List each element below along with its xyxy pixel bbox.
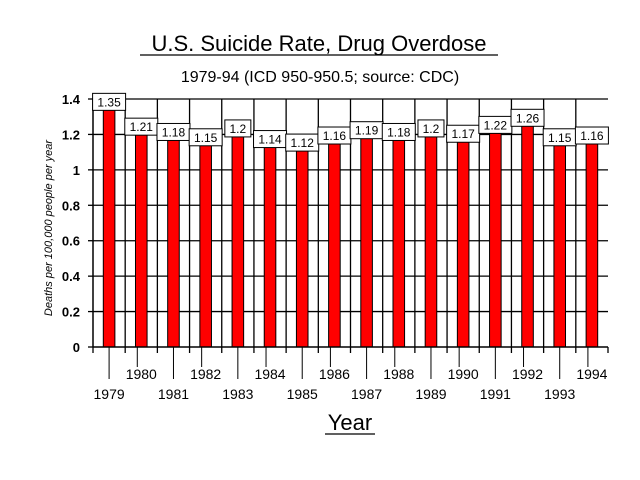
bar-1985: [295, 148, 309, 348]
data-label-1991: 1.22: [484, 118, 508, 132]
bar-1979: [102, 107, 116, 348]
y-tick-label: 0: [73, 340, 80, 355]
bar-1981: [167, 137, 180, 348]
chart-subtitle: 1979-94 (ICD 950-950.5; source: CDC): [181, 69, 459, 86]
x-tick-label-1983: 1983: [222, 386, 253, 402]
x-tick-label-1993: 1993: [544, 386, 575, 402]
data-label-1993: 1.15: [548, 131, 572, 145]
data-label-1987: 1.19: [355, 124, 379, 138]
x-tick-label-1984: 1984: [254, 366, 285, 382]
x-tick-label-1991: 1991: [480, 386, 511, 402]
x-tick-label-1980: 1980: [126, 366, 157, 382]
data-label-layer: 1.35 1.21 1.18 1.15 1.2 1.14 1.12 1.16 1.19 1.18 1…: [92, 92, 609, 152]
data-label-1981: 1.18: [162, 125, 186, 139]
data-label-box: [510, 108, 545, 127]
y-tick-label: 1: [73, 163, 80, 178]
chart-title: U.S. Suicide Rate, Drug Overdose: [151, 31, 486, 56]
x-tick-label-1982: 1982: [190, 366, 221, 382]
data-label-box: [417, 119, 445, 138]
y-tick-label: 0.8: [62, 198, 80, 213]
data-label-1989: 1.2: [423, 122, 440, 136]
y-tick-label: 1.4: [62, 92, 81, 107]
bar-1984: [263, 144, 277, 348]
x-tick-label-1992: 1992: [512, 366, 543, 382]
bar-1989: [424, 133, 438, 348]
y-axis-label: Deaths per 100,000 people per year: [43, 139, 55, 316]
bar-1983: [231, 133, 245, 348]
x-tick-label-1990: 1990: [448, 366, 479, 382]
data-label-box: [574, 126, 609, 145]
bar-1986: [328, 141, 341, 348]
data-label-1985: 1.12: [291, 136, 315, 150]
data-label-1982: 1.15: [194, 131, 218, 145]
bar-1991: [489, 130, 502, 348]
data-label-box: [188, 128, 223, 147]
bar-1980: [134, 132, 148, 348]
bar-1990: [456, 139, 470, 348]
data-label-box: [381, 122, 416, 141]
data-label-1984: 1.14: [258, 133, 282, 147]
data-label-1983: 1.2: [230, 122, 247, 136]
x-tick-label-1987: 1987: [351, 386, 382, 402]
x-tick-label-1994: 1994: [576, 366, 607, 382]
data-label-box: [224, 119, 252, 138]
data-label-1979: 1.35: [97, 95, 121, 109]
data-label-1994: 1.16: [580, 129, 604, 143]
bar-1993: [553, 142, 567, 348]
x-tick-label-1989: 1989: [415, 386, 446, 402]
x-tick-label-1979: 1979: [94, 386, 125, 402]
bar-1994: [585, 141, 599, 348]
data-label-1988: 1.18: [387, 125, 411, 139]
bar-1987: [360, 135, 373, 348]
bar-1992: [521, 123, 534, 348]
data-label-1986: 1.16: [323, 129, 347, 143]
data-label-1990: 1.17: [451, 127, 475, 141]
y-tick-label: 1.2: [62, 127, 80, 142]
y-tick-label: 0.6: [62, 234, 80, 249]
x-axis-label: Year: [328, 410, 372, 435]
axis-layer: 0 0.2 0.4 0.6 0.8 1 1.2 1.4 19791980198119821983…: [62, 92, 609, 402]
bar-1982: [199, 142, 212, 348]
y-tick-label: 0.4: [62, 269, 81, 284]
bar-1988: [392, 137, 406, 348]
x-tick-label-1985: 1985: [287, 386, 318, 402]
x-tick-label-1988: 1988: [383, 366, 414, 382]
x-tick-label-1986: 1986: [319, 366, 350, 382]
y-tick-label: 0.2: [62, 305, 80, 320]
data-label-1992: 1.26: [516, 111, 540, 125]
data-label-box: [92, 92, 127, 111]
data-label-1980: 1.21: [130, 120, 154, 134]
x-tick-label-1981: 1981: [158, 386, 189, 402]
